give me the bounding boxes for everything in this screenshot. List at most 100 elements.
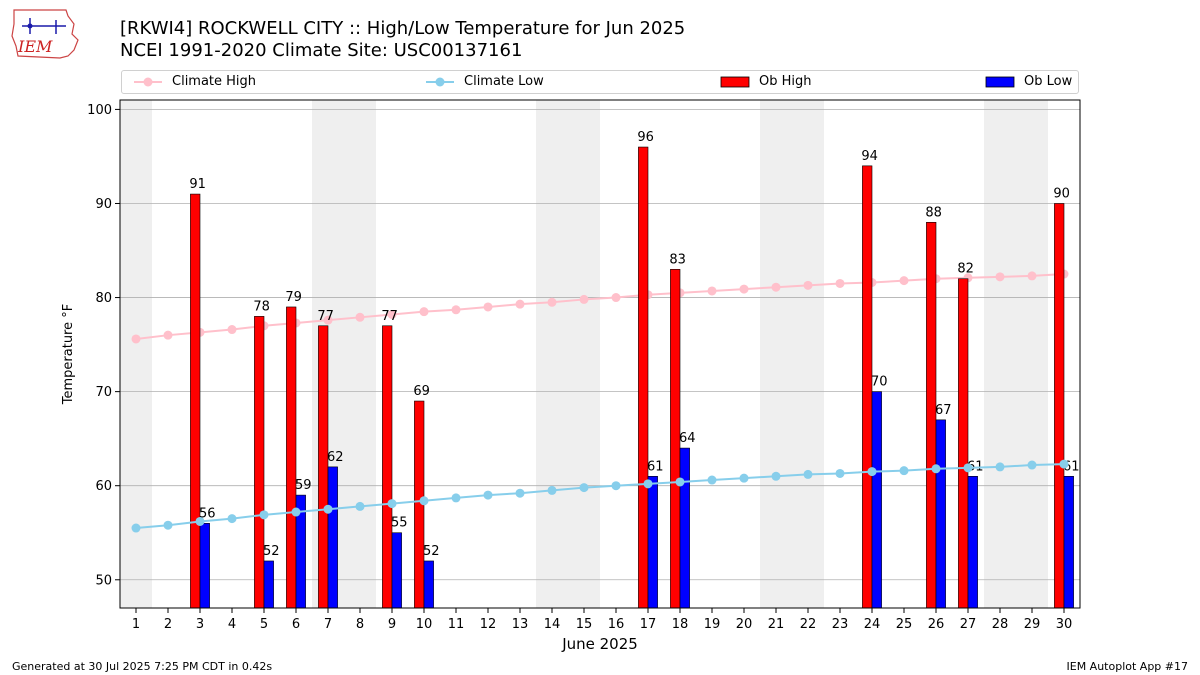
x-tick-label: 26 (928, 617, 945, 632)
climate-low-point (643, 479, 653, 489)
weekend-band (568, 100, 600, 608)
ob-high-label: 78 (253, 299, 270, 314)
ob-low-label: 64 (679, 431, 696, 446)
ob-high-label: 77 (381, 309, 398, 324)
climate-high-point (611, 293, 621, 303)
climate-low-point (579, 483, 589, 493)
weekend-band (760, 100, 792, 608)
weekend-band (536, 100, 568, 608)
weekend-band (344, 100, 376, 608)
legend-label-ob-low: Ob Low (1024, 74, 1073, 89)
ob-high-bar (958, 278, 969, 609)
ob-low-label: 62 (327, 450, 344, 465)
legend-swatch-climate-high (134, 77, 162, 86)
ob-low-label: 56 (199, 506, 216, 521)
ob-high-label: 91 (189, 177, 206, 192)
y-tick-label: 70 (95, 385, 112, 400)
climate-high-point (227, 325, 237, 335)
climate-low-point (291, 507, 301, 517)
y-axis-label: Temperature °F (61, 304, 76, 405)
ob-high-bar (638, 146, 649, 609)
y-tick-label: 50 (95, 573, 112, 588)
legend: Climate High Climate Low Ob High Ob Low (121, 70, 1079, 94)
x-tick-label: 16 (608, 617, 625, 632)
climate-low-point (323, 504, 333, 514)
ob-low-label: 61 (647, 459, 664, 474)
ob-low-label: 52 (423, 544, 440, 559)
x-tick-label: 7 (324, 617, 332, 632)
climate-high-point (323, 315, 333, 325)
x-tick-label: 27 (960, 617, 977, 632)
logo-text: IEM (17, 37, 53, 56)
x-tick-label: 14 (544, 617, 561, 632)
x-tick-label: 6 (292, 617, 300, 632)
ob-high-bar (382, 325, 393, 609)
climate-high-point (995, 272, 1005, 282)
climate-high-point (419, 307, 429, 317)
ob-low-label: 67 (935, 403, 952, 418)
climate-low-point (1027, 460, 1037, 470)
plot-frame (119, 99, 1081, 609)
x-tick-label: 8 (356, 617, 364, 632)
legend-swatch-climate-low (426, 77, 454, 86)
climate-high-point (387, 309, 397, 319)
x-tick-label: 13 (512, 617, 529, 632)
footer-app: IEM Autoplot App #17 (1066, 660, 1189, 673)
footer-generated: Generated at 30 Jul 2025 7:25 PM CDT in … (12, 660, 273, 673)
climate-low-point (995, 462, 1005, 472)
climate-low-point (771, 471, 781, 481)
climate-low-point (419, 496, 429, 506)
x-tick-label: 5 (260, 617, 268, 632)
legend-swatch-ob-high (720, 76, 750, 87)
climate-low-point (451, 493, 461, 503)
x-tick-label: 15 (576, 617, 593, 632)
ob-low-bar (327, 466, 338, 609)
ob-high-bar (286, 306, 297, 609)
x-tick-label: 23 (832, 617, 849, 632)
climate-low-point (1059, 459, 1069, 469)
climate-high-point (899, 276, 909, 286)
x-tick-label: 19 (704, 617, 721, 632)
ob-low-bar (199, 523, 210, 609)
climate-low-point (387, 499, 397, 509)
climate-low-point (515, 488, 525, 498)
x-tick-label: 3 (196, 617, 204, 632)
climate-low-point (867, 467, 877, 477)
climate-high-point (579, 294, 589, 304)
climate-low-point (163, 520, 173, 530)
x-tick-label: 25 (896, 617, 913, 632)
ob-high-label: 83 (669, 252, 686, 267)
x-tick-label: 10 (416, 617, 433, 632)
ob-high-label: 90 (1053, 186, 1070, 201)
x-tick-label: 20 (736, 617, 753, 632)
ob-low-bar (679, 447, 690, 609)
x-tick-label: 1 (132, 617, 140, 632)
climate-high-point (131, 334, 141, 344)
ob-low-bar (263, 560, 274, 609)
y-tick-label: 100 (87, 103, 112, 118)
climate-high-point (515, 299, 525, 309)
ob-high-bar (1054, 203, 1065, 609)
x-tick-label: 12 (480, 617, 497, 632)
chart-subtitle: NCEI 1991-2020 Climate Site: USC00137161 (120, 40, 523, 61)
x-tick-label: 24 (864, 617, 881, 632)
ob-high-label: 77 (317, 309, 334, 324)
climate-low-line (135, 463, 1065, 530)
ob-low-bar (647, 475, 658, 609)
ob-low-bar (1063, 475, 1074, 609)
climate-low-point (611, 481, 621, 491)
ob-low-label: 55 (391, 516, 408, 531)
climate-high-point (483, 302, 493, 312)
climate-low-point (195, 516, 205, 526)
climate-low-point (739, 473, 749, 483)
climate-low-point (483, 490, 493, 500)
climate-high-point (771, 282, 781, 292)
climate-high-point (163, 330, 173, 340)
x-tick-label: 29 (1024, 617, 1041, 632)
climate-high-point (707, 286, 717, 296)
legend-item-climate-low: Climate Low (424, 74, 544, 89)
climate-high-point (1027, 271, 1037, 281)
ob-high-bar (190, 193, 201, 609)
y-tick-label: 80 (95, 291, 112, 306)
ob-low-bar (423, 560, 434, 609)
